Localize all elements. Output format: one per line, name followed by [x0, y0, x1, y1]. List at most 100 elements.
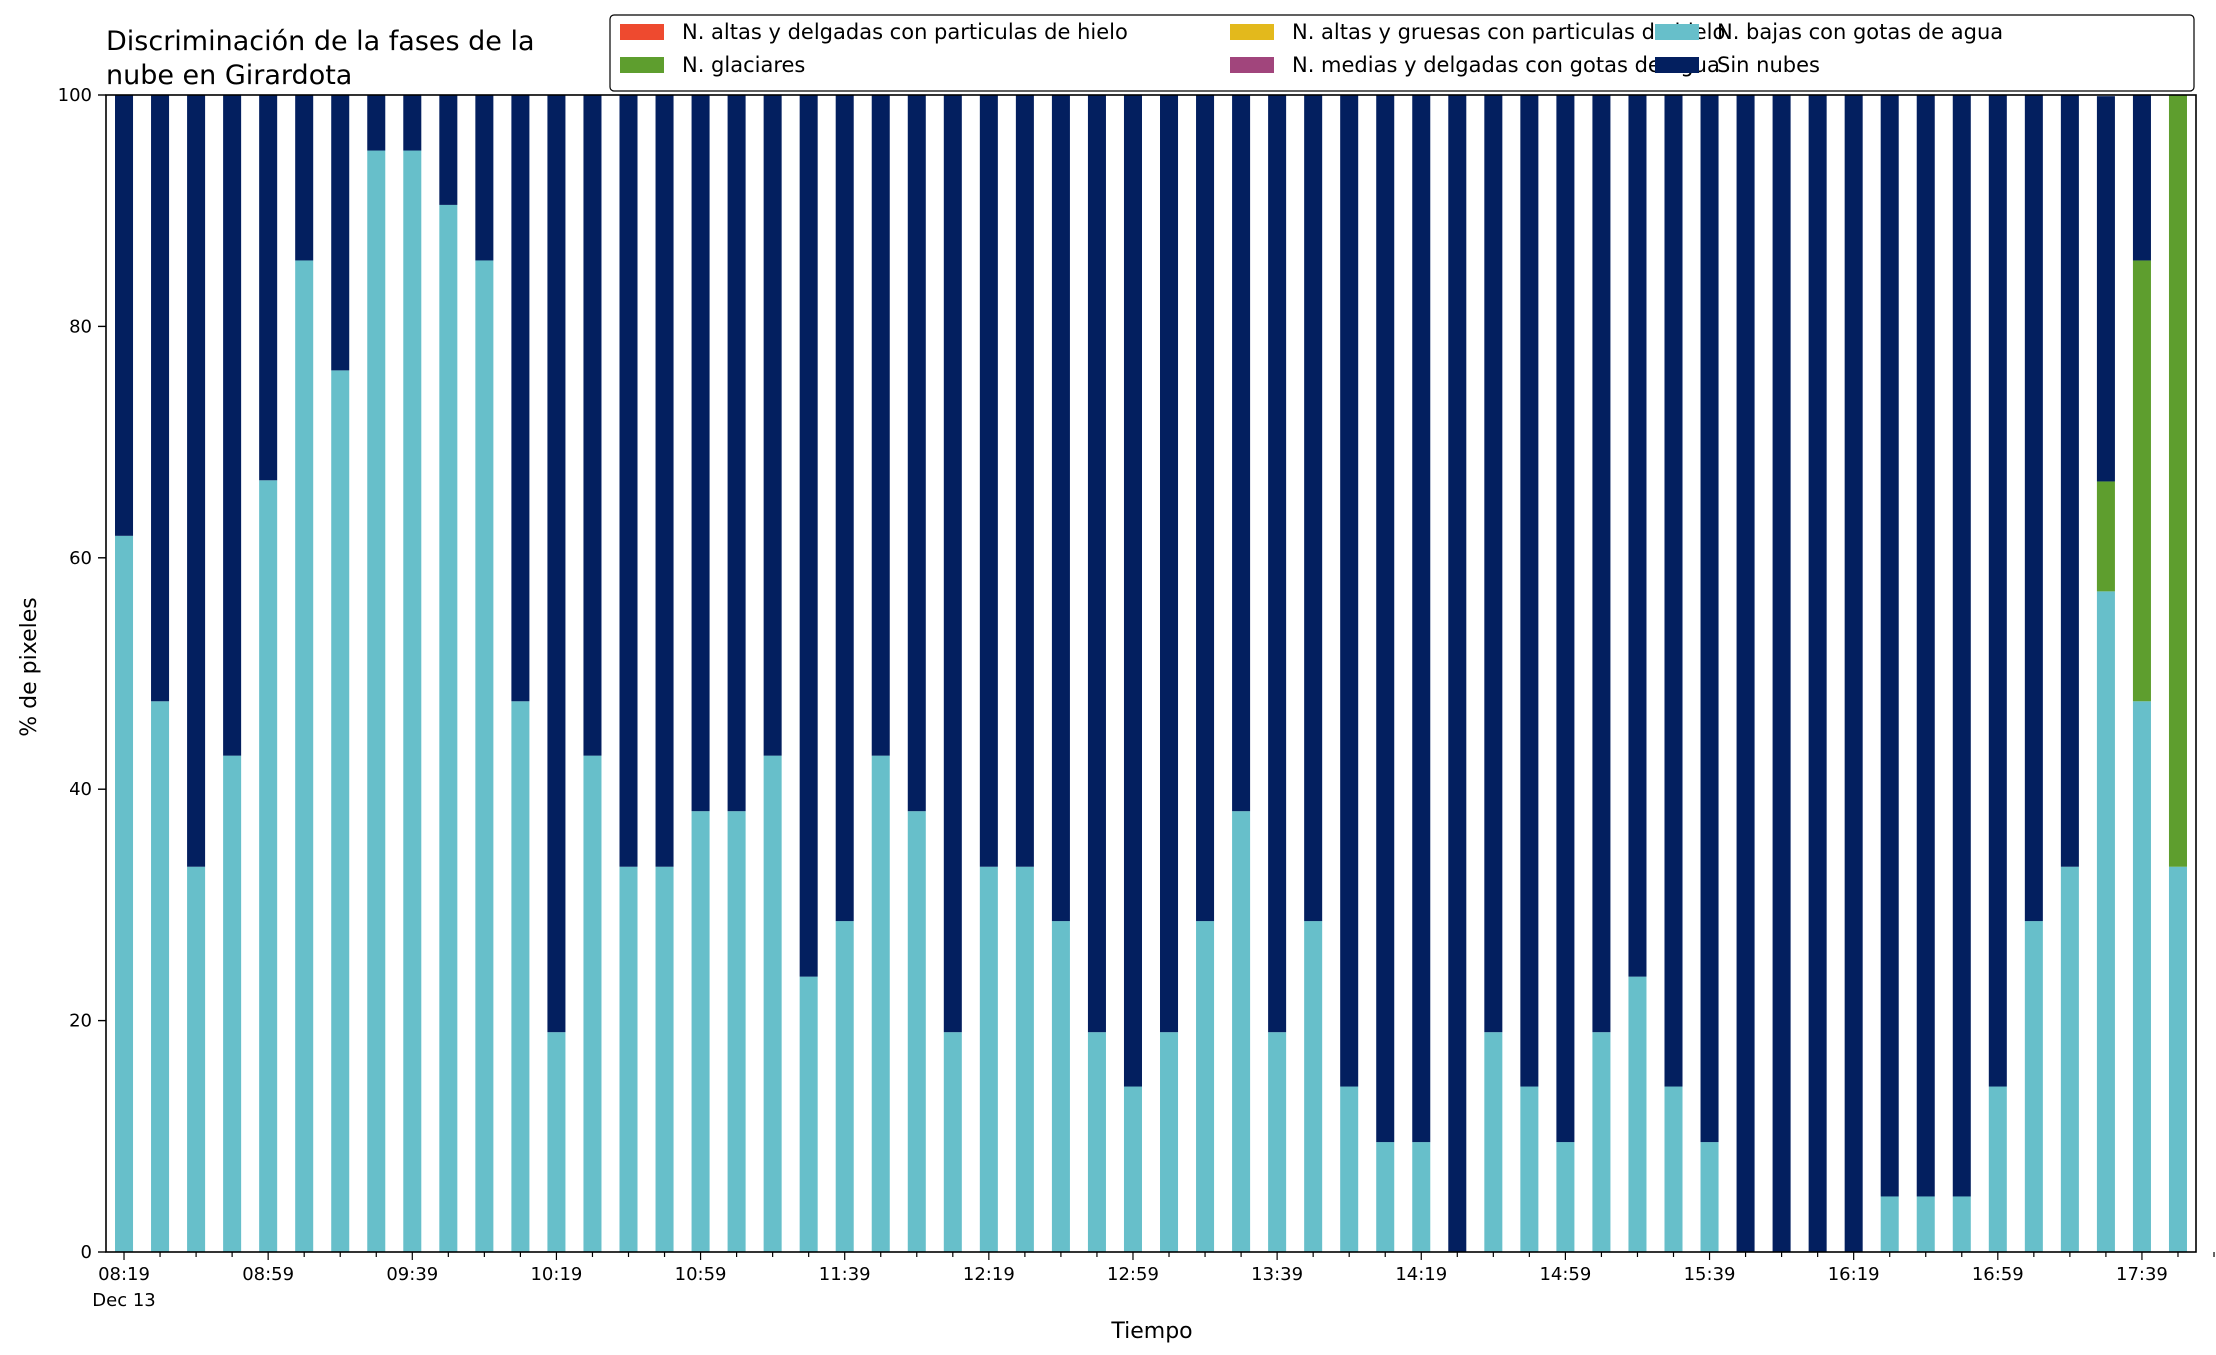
bar-segment-1539-series-2: [1700, 1142, 1719, 1252]
bar-segment-1029-series-2: [583, 755, 602, 1252]
x-tick-label-1419: 14:19: [1395, 1264, 1447, 1285]
legend-swatch-5: [1655, 57, 1699, 73]
bar-segment-0839-series-2: [187, 866, 206, 1252]
x-axis-date-label: Dec 13: [92, 1290, 155, 1311]
bar-segment-0839-series-5: [187, 95, 206, 867]
bar-segment-0829-series-5: [151, 95, 170, 702]
bar-segment-0929-series-2: [367, 150, 386, 1252]
bar-segment-1729-series-2: [2096, 591, 2115, 1252]
legend-swatch-4: [1230, 57, 1274, 73]
bar-segment-0949-series-2: [439, 204, 458, 1252]
bar-segment-0819-series-5: [115, 95, 134, 536]
bar-segment-1559-series-5: [1772, 95, 1791, 1252]
legend-swatch-2: [1655, 24, 1699, 40]
y-tick-label-0: 0: [81, 1242, 92, 1263]
chart-title-line-1: Discriminación de la fases de la: [106, 26, 535, 57]
legend-label-0: N. altas y delgadas con particulas de hi…: [682, 20, 1128, 44]
bar-segment-1409-series-5: [1376, 95, 1395, 1143]
bar-segment-1029-series-5: [583, 95, 602, 756]
bar-segment-1019-series-2: [547, 1032, 566, 1252]
legend-label-5: Sin nubes: [1717, 53, 1820, 77]
bar-segment-1239-series-5: [1051, 95, 1070, 922]
bar-segment-1149-series-2: [871, 755, 890, 1252]
bar-segment-1359-series-5: [1340, 95, 1359, 1087]
bar-segment-1659-series-5: [1988, 95, 2007, 1087]
bar-segment-0959-series-2: [475, 260, 494, 1252]
bar-segment-1449-series-5: [1520, 95, 1539, 1087]
x-tick-label-1059: 10:59: [675, 1264, 727, 1285]
x-tick-label-1459: 14:59: [1539, 1264, 1591, 1285]
bar-segment-1319-series-2: [1196, 921, 1215, 1252]
bar-segment-1619-series-5: [1844, 95, 1863, 1252]
bar-segment-1339-series-2: [1268, 1032, 1287, 1252]
bar-segment-1009-series-2: [511, 701, 530, 1252]
bar-segment-0849-series-5: [223, 95, 242, 756]
bar-segment-1429-series-5: [1448, 95, 1467, 1252]
bar-segment-1119-series-2: [763, 755, 782, 1252]
y-tick-label-80: 80: [69, 316, 92, 337]
legend-label-4: N. medias y delgadas con gotas de agua: [1292, 53, 1720, 77]
bar-segment-0849-series-2: [223, 755, 242, 1252]
x-tick-label-1219: 12:19: [963, 1264, 1015, 1285]
bar-segment-1509-series-5: [1592, 95, 1611, 1033]
bar-segment-1109-series-2: [727, 811, 746, 1252]
bar-segment-1459-series-5: [1556, 95, 1575, 1143]
bar-segment-1059-series-5: [691, 95, 710, 812]
bar-segment-1449-series-2: [1520, 1086, 1539, 1252]
bar-segment-1339-series-5: [1268, 95, 1287, 1033]
bar-segment-1629-series-5: [1880, 95, 1899, 1197]
x-tick-label-1659: 16:59: [1972, 1264, 2024, 1285]
bar-segment-1159-series-5: [907, 95, 926, 812]
bar-segment-1209-series-5: [943, 95, 962, 1033]
bar-segment-1419-series-5: [1412, 95, 1431, 1143]
bar-segment-0919-series-5: [331, 95, 350, 371]
bar-segment-1649-series-5: [1952, 95, 1971, 1197]
bar-segment-1509-series-2: [1592, 1032, 1611, 1252]
bar-segment-1529-series-2: [1664, 1086, 1683, 1252]
bar-segment-1719-series-5: [2060, 95, 2079, 867]
x-tick-label-1019: 10:19: [530, 1264, 582, 1285]
bars-layer: [115, 95, 2187, 1252]
bar-segment-1359-series-2: [1340, 1086, 1359, 1252]
plot-frame: [105, 94, 2197, 1253]
y-tick-label-100: 100: [58, 85, 92, 106]
bar-segment-0859-series-5: [259, 95, 278, 481]
bar-segment-1259-series-2: [1123, 1086, 1142, 1252]
bar-segment-1239-series-2: [1051, 921, 1070, 1252]
bar-segment-1039-series-5: [619, 95, 638, 867]
x-axis-label: Tiempo: [1110, 1319, 1192, 1344]
bar-segment-1229-series-2: [1015, 866, 1034, 1252]
bar-segment-1139-series-5: [835, 95, 854, 922]
bar-segment-1639-series-2: [1916, 1196, 1935, 1252]
bar-segment-1739-series-3: [2132, 260, 2151, 702]
legend-label-1: N. altas y gruesas con particulas de hie…: [1292, 20, 1725, 44]
y-tick-label-20: 20: [69, 1011, 92, 1032]
bar-segment-0829-series-2: [151, 701, 170, 1252]
bar-segment-1349-series-5: [1304, 95, 1323, 922]
legend-swatch-0: [620, 24, 664, 40]
bar-segment-1709-series-2: [2024, 921, 2043, 1252]
bar-segment-1549-series-5: [1736, 95, 1755, 1252]
legend-label-2: N. bajas con gotas de agua: [1717, 20, 2003, 44]
bar-segment-1639-series-5: [1916, 95, 1935, 1197]
bar-segment-1159-series-2: [907, 811, 926, 1252]
bar-segment-1749-series-3: [2168, 95, 2187, 867]
legend-label-3: N. glaciares: [682, 53, 805, 77]
bar-segment-1659-series-2: [1988, 1086, 2007, 1252]
legend-swatch-1: [1230, 24, 1274, 40]
bar-segment-1129-series-5: [799, 95, 818, 977]
bar-segment-0939-series-5: [403, 95, 422, 151]
bar-segment-1329-series-2: [1232, 811, 1251, 1252]
bar-segment-0919-series-2: [331, 370, 350, 1252]
bar-segment-1049-series-5: [655, 95, 674, 867]
bar-segment-1229-series-5: [1015, 95, 1034, 867]
bar-segment-1529-series-5: [1664, 95, 1683, 1087]
bar-segment-1709-series-5: [2024, 95, 2043, 922]
x-tick-label-0939: 09:39: [386, 1264, 438, 1285]
bar-segment-1249-series-2: [1087, 1032, 1106, 1252]
y-axis: 0 20 40 60 80 100: [58, 85, 106, 1263]
bar-segment-1519-series-5: [1628, 95, 1647, 977]
bar-segment-1039-series-2: [619, 866, 638, 1252]
bar-segment-1149-series-5: [871, 95, 890, 756]
bar-segment-1219-series-5: [979, 95, 998, 867]
